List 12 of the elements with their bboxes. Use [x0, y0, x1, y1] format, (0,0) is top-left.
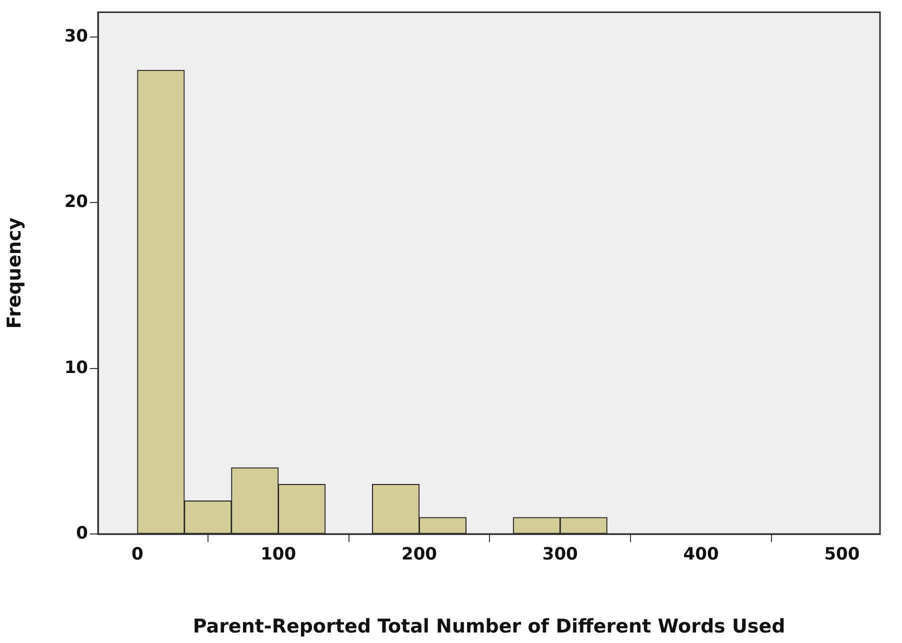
y-tick-label: 0 — [76, 523, 88, 544]
x-tick-label: 0 — [132, 544, 144, 565]
y-tick-label: 20 — [64, 192, 88, 212]
x-tick-label: 300 — [542, 544, 578, 565]
x-tick-label: 100 — [260, 544, 296, 565]
x-tick-label: 200 — [402, 544, 438, 565]
y-tick-label: 10 — [64, 358, 88, 378]
x-tick-label: 500 — [824, 544, 860, 565]
x-axis-title: Parent-Reported Total Number of Different Words Used — [192, 616, 786, 638]
x-tick-label: 400 — [683, 544, 719, 565]
y-tick-label: 30 — [64, 26, 88, 46]
y-axis-title: Frequency — [3, 216, 26, 329]
